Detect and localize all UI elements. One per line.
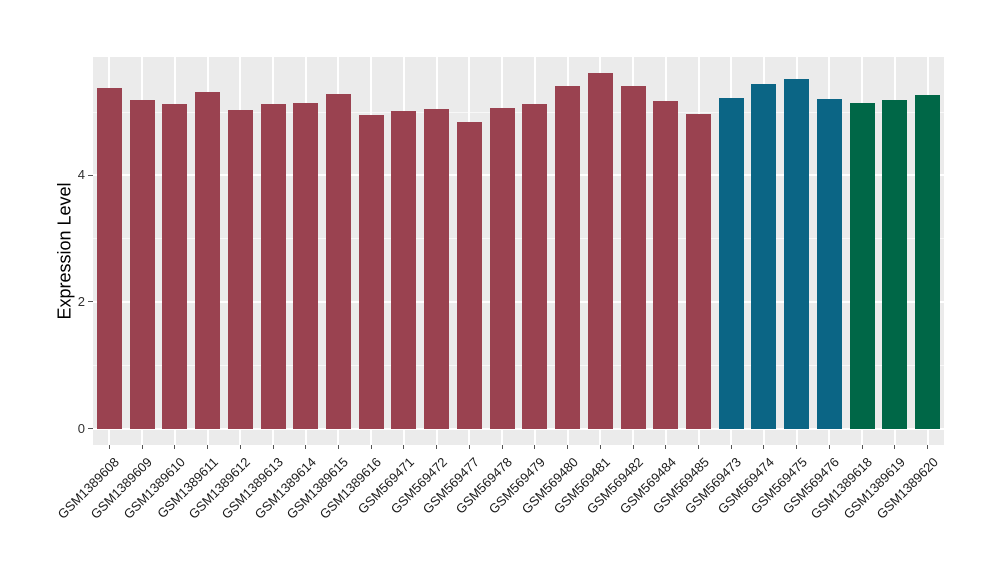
bar-GSM569473 (718, 98, 744, 429)
gridline-minor (93, 364, 944, 366)
bar-GSM569475 (784, 78, 810, 429)
x-tick-mark (698, 445, 700, 449)
x-tick-mark (141, 445, 143, 449)
x-tick-mark (403, 445, 405, 449)
bar-GSM569477 (456, 121, 482, 429)
x-tick-mark (599, 445, 601, 449)
bar-GSM1389609 (129, 100, 155, 429)
x-tick-mark (305, 445, 307, 449)
x-tick-mark (567, 445, 569, 449)
gridline-major (93, 427, 944, 430)
y-tick-label: 4 (77, 167, 85, 183)
x-tick-mark (861, 445, 863, 449)
x-tick-mark (534, 445, 536, 449)
x-tick-mark (665, 445, 667, 449)
bar-GSM569478 (489, 108, 515, 429)
x-tick-mark (174, 445, 176, 449)
gridline-minor (93, 238, 944, 240)
bar-GSM1389611 (195, 92, 221, 429)
bar-GSM569472 (424, 108, 450, 429)
bar-GSM1389612 (227, 110, 253, 429)
bar-GSM1389620 (915, 94, 941, 429)
x-tick-mark (796, 445, 798, 449)
x-tick-mark (108, 445, 110, 449)
gridline-major (93, 300, 944, 303)
bar-GSM1389608 (96, 88, 122, 429)
x-tick-mark (730, 445, 732, 449)
y-tick-mark (88, 428, 93, 430)
bar-GSM1389619 (882, 100, 908, 429)
x-tick-mark (370, 445, 372, 449)
bar-GSM569474 (751, 83, 777, 429)
bar-GSM569485 (686, 113, 712, 429)
bar-GSM569471 (391, 110, 417, 429)
x-tick-mark (763, 445, 765, 449)
x-tick-mark (501, 445, 503, 449)
x-tick-mark (272, 445, 274, 449)
x-tick-mark (632, 445, 634, 449)
bar-GSM569482 (620, 86, 646, 429)
bar-GSM1389614 (293, 103, 319, 429)
bar-GSM1389618 (849, 103, 875, 429)
bar-GSM1389616 (358, 115, 384, 429)
y-tick-label: 0 (77, 420, 85, 436)
plot-panel (93, 57, 944, 445)
x-tick-mark (436, 445, 438, 449)
bar-GSM569481 (587, 73, 613, 429)
bar-GSM1389610 (162, 103, 188, 429)
bar-GSM569479 (522, 103, 548, 429)
bar-GSM1389615 (325, 93, 351, 429)
y-tick-label: 2 (77, 293, 85, 309)
bar-GSM569480 (555, 86, 581, 429)
bar-GSM569476 (816, 98, 842, 429)
x-tick-mark (207, 445, 209, 449)
bar-GSM569484 (653, 101, 679, 429)
bar-GSM1389613 (260, 103, 286, 429)
x-tick-mark (468, 445, 470, 449)
x-tick-mark (927, 445, 929, 449)
x-tick-mark (828, 445, 830, 449)
y-tick-mark (88, 174, 93, 176)
x-tick-mark (337, 445, 339, 449)
y-tick-mark (88, 301, 93, 303)
gridline-major (93, 174, 944, 177)
gridline-minor (93, 111, 944, 113)
x-tick-mark (239, 445, 241, 449)
x-tick-mark (894, 445, 896, 449)
